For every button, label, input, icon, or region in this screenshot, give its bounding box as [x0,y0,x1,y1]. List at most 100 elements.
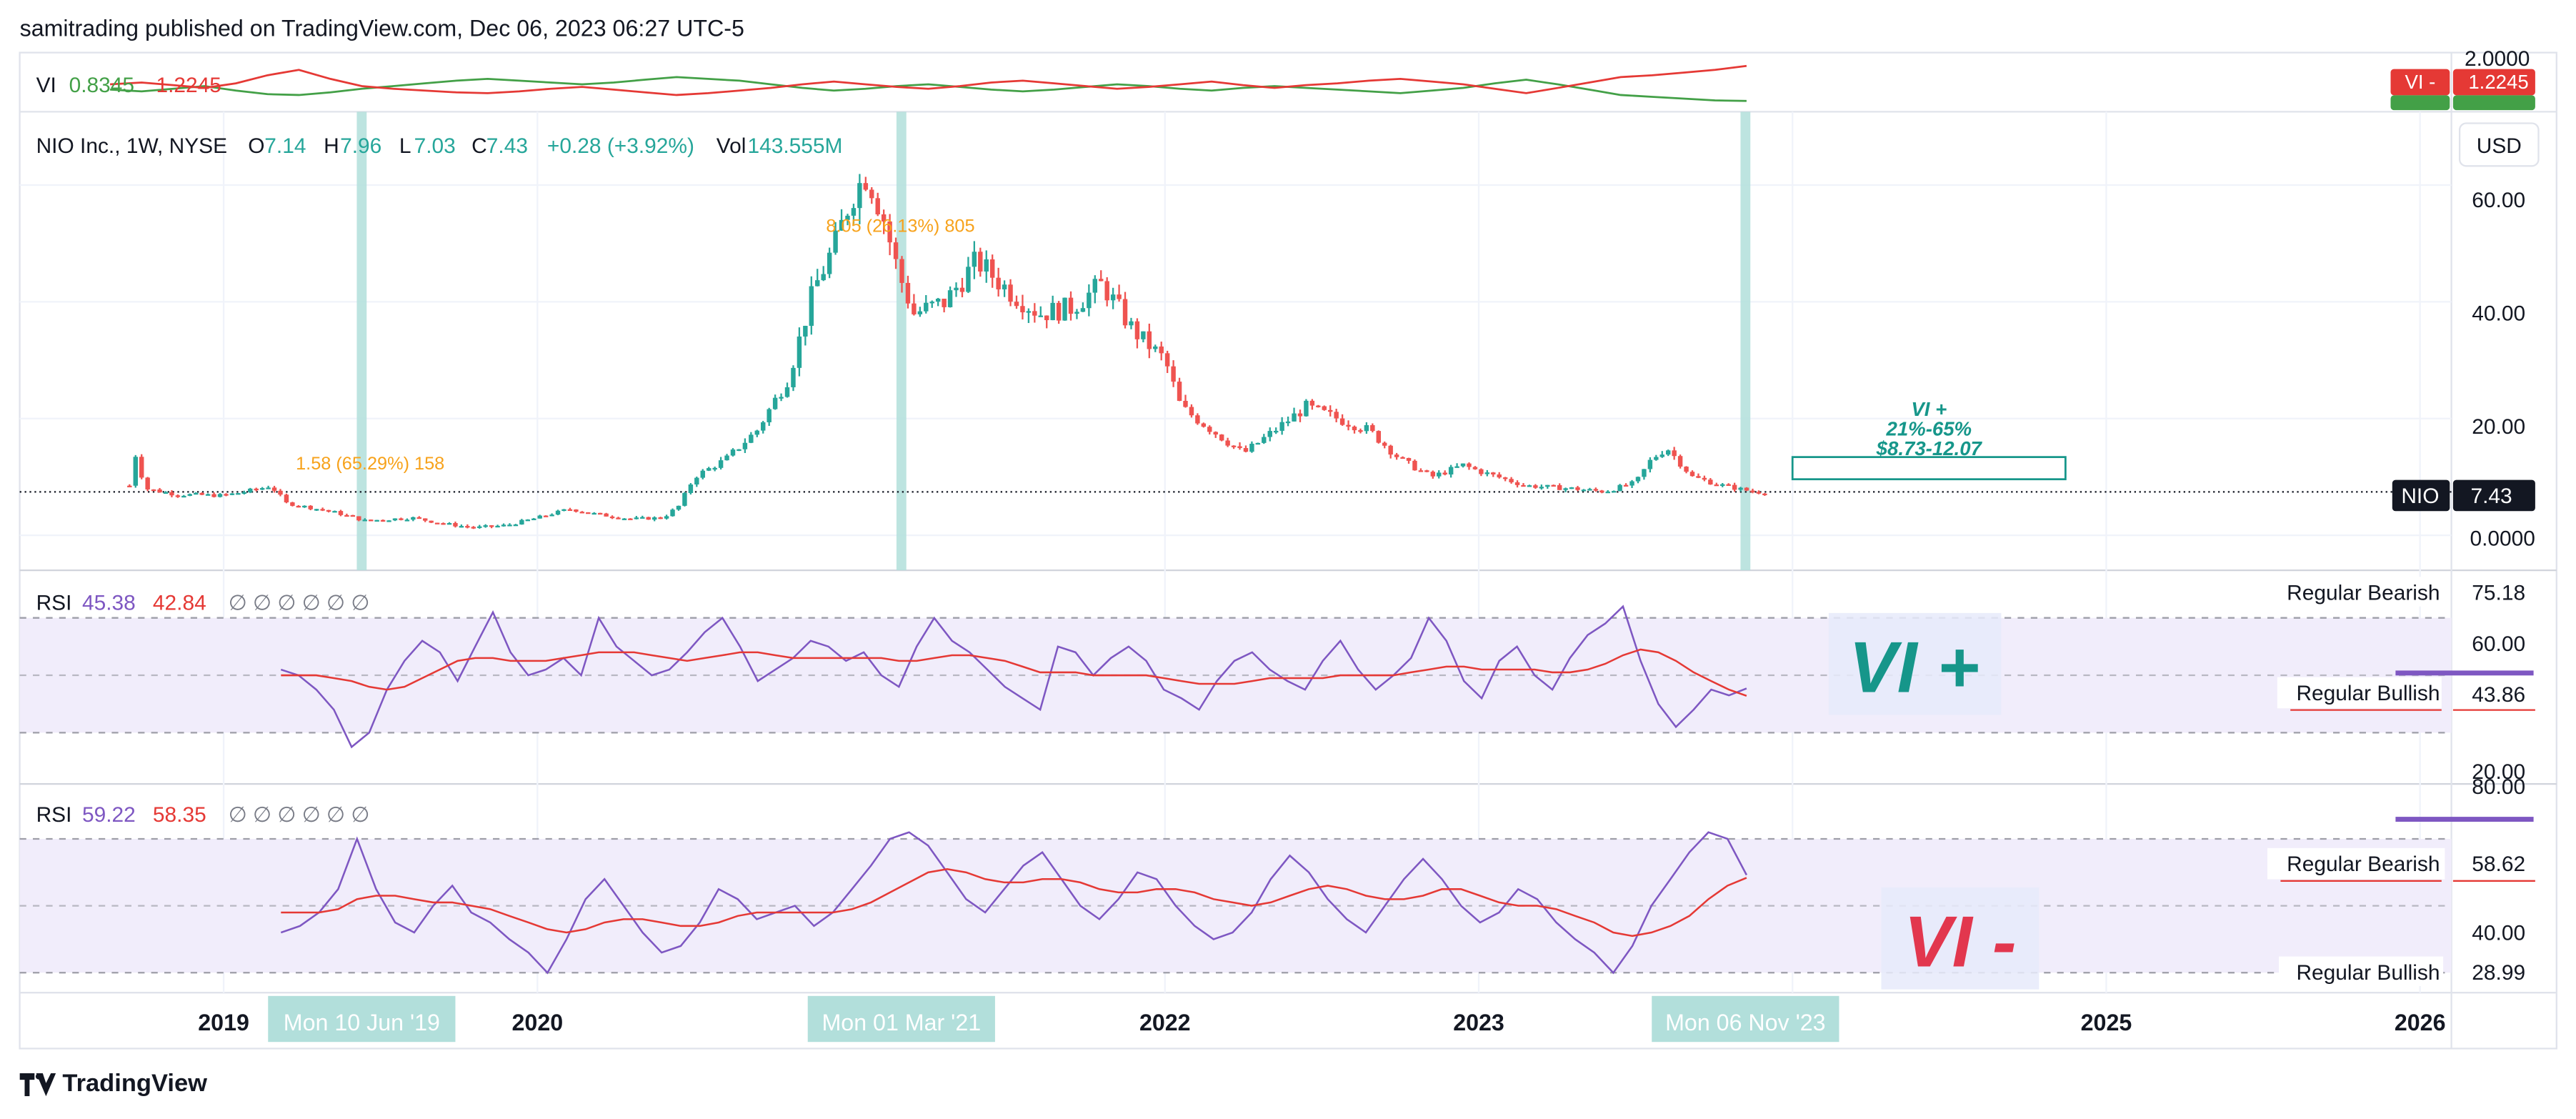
vi-minus-watermark-text: VI - [1904,901,2016,982]
candle-body-21 [254,488,259,491]
candle-body-254 [1659,454,1664,457]
candle-body-19 [241,492,247,494]
candle-body-97 [712,467,717,470]
rsi2-tick-bottom: 28.99 [2472,961,2525,985]
candle-body-186 [1249,443,1254,452]
candle-body-220 [1454,466,1459,468]
rsi2-axis: 80.00 Regular Bearish 58.62 40.00 Regula… [2267,775,2535,986]
candle-body-252 [1647,459,1653,469]
candle-body-175 [1183,400,1188,407]
candle-body-243 [1593,489,1599,491]
candle-body-200 [1334,412,1339,419]
rsi1-tick-top: 75.18 [2472,582,2525,605]
candle-body-253 [1654,457,1659,460]
last-price-symbol-tag [2392,479,2450,512]
price-legend-vol-label: Vol [717,134,747,158]
candle-body-128 [899,259,904,283]
candle-body-255 [1666,450,1671,455]
candle-body-42 [380,519,386,522]
vortex-legend-minus: 1.2245 [156,74,221,97]
vi-minus-marker-tag [2390,69,2450,96]
candle-body-47 [411,517,416,520]
candle-body-27 [290,502,295,506]
candle-body-25 [278,490,283,495]
candle-body-62 [501,524,506,527]
rsi1-divergence-bearish: Regular Bearish [2287,582,2440,605]
price-tick-60: 60.00 [2472,189,2525,212]
highlight-date-label-1: Mon 01 Mar '21 [822,1010,982,1035]
candle-body-239 [1569,487,1574,489]
candle-body-92 [682,492,687,506]
rsi1-legend-name: RSI [36,591,72,615]
target-box[interactable]: VI +21%-65%$8.73-12.07 [1791,398,2067,481]
candle-body-77 [591,512,596,515]
candle-body-259 [1689,472,1695,477]
rsi2-series [280,831,1748,975]
candle-body-11 [194,492,199,495]
candle-body-141 [978,252,983,272]
candle-body-157 [1074,312,1079,314]
x-tick-2026: 2026 [2395,1010,2446,1035]
candle-body-223 [1472,467,1478,469]
candle-body-69 [543,515,549,517]
target-label-line-0: VI + [1911,398,1947,420]
candle-body-18 [236,493,241,495]
candle-body-33 [326,509,331,512]
candle-body-58 [477,526,482,528]
candle-body-211 [1400,457,1405,459]
rsi1-divergence-bullish: Regular Bullish [2296,682,2440,705]
candle-body-118 [839,219,844,231]
candle-body-16 [224,494,229,496]
candle-body-228 [1502,477,1508,479]
candle-body-113 [809,286,814,326]
candle-body-178 [1201,423,1207,427]
candle-body-163 [1110,294,1116,301]
candle-body-161 [1099,279,1104,282]
time-axis[interactable]: 2019202020222023202420252026Mon 10 Jun '… [198,995,2446,1043]
candle-body-5 [157,489,162,493]
currency-button[interactable] [2458,122,2540,167]
highlight-date-tag-1 [807,995,995,1043]
candle-body-140 [972,252,977,267]
candle-body-271 [1762,493,1767,496]
candle-body-213 [1412,460,1417,471]
candle-body-216 [1430,472,1436,477]
candle-body-54 [453,522,458,527]
candle-body-210 [1394,454,1399,457]
candle-body-144 [996,277,1001,289]
price-tick-20: 20.00 [2472,415,2525,439]
candle-body-75 [579,512,585,514]
tradingview-brand[interactable]: TradingView [19,1070,207,1098]
price-legend-open: 7.14 [264,134,306,158]
candle-body-214 [1418,470,1424,472]
candle-body-124 [875,198,880,214]
vortex-legend-plus: 0.8345 [69,74,134,97]
candle-body-120 [851,208,857,216]
candle-body-217 [1437,472,1442,477]
candle-body-73 [567,509,573,512]
candle-body-148 [1020,306,1025,313]
candle-body-2 [139,457,144,478]
highlight-date-tag-2 [1652,995,1839,1043]
candle-body-121 [857,183,862,209]
fib-annotation-0: 1.58 (65.29%) 158 [296,454,444,474]
candle-body-153 [1050,302,1055,321]
price-legend-o-label: O [248,134,264,158]
candle-body-185 [1243,448,1249,452]
candle-body-169 [1147,331,1152,349]
candle-body-89 [664,516,669,519]
candle-body-114 [815,280,820,287]
candle-body-96 [706,468,712,471]
price-tick-40: 40.00 [2472,302,2525,326]
x-tick-2023: 2023 [1453,1010,1504,1035]
candle-body-192 [1285,421,1291,424]
price-legend: NIO Inc., 1W, NYSE O 7.14 H 7.96 L 7.03 … [36,134,843,158]
candle-body-29 [302,505,307,508]
candle-body-119 [845,215,850,220]
candle-body-80 [609,516,615,519]
candle-body-221 [1460,463,1466,467]
candle-body-100 [730,449,736,456]
candle-body-187 [1255,442,1261,445]
candle-body-31 [314,509,319,511]
